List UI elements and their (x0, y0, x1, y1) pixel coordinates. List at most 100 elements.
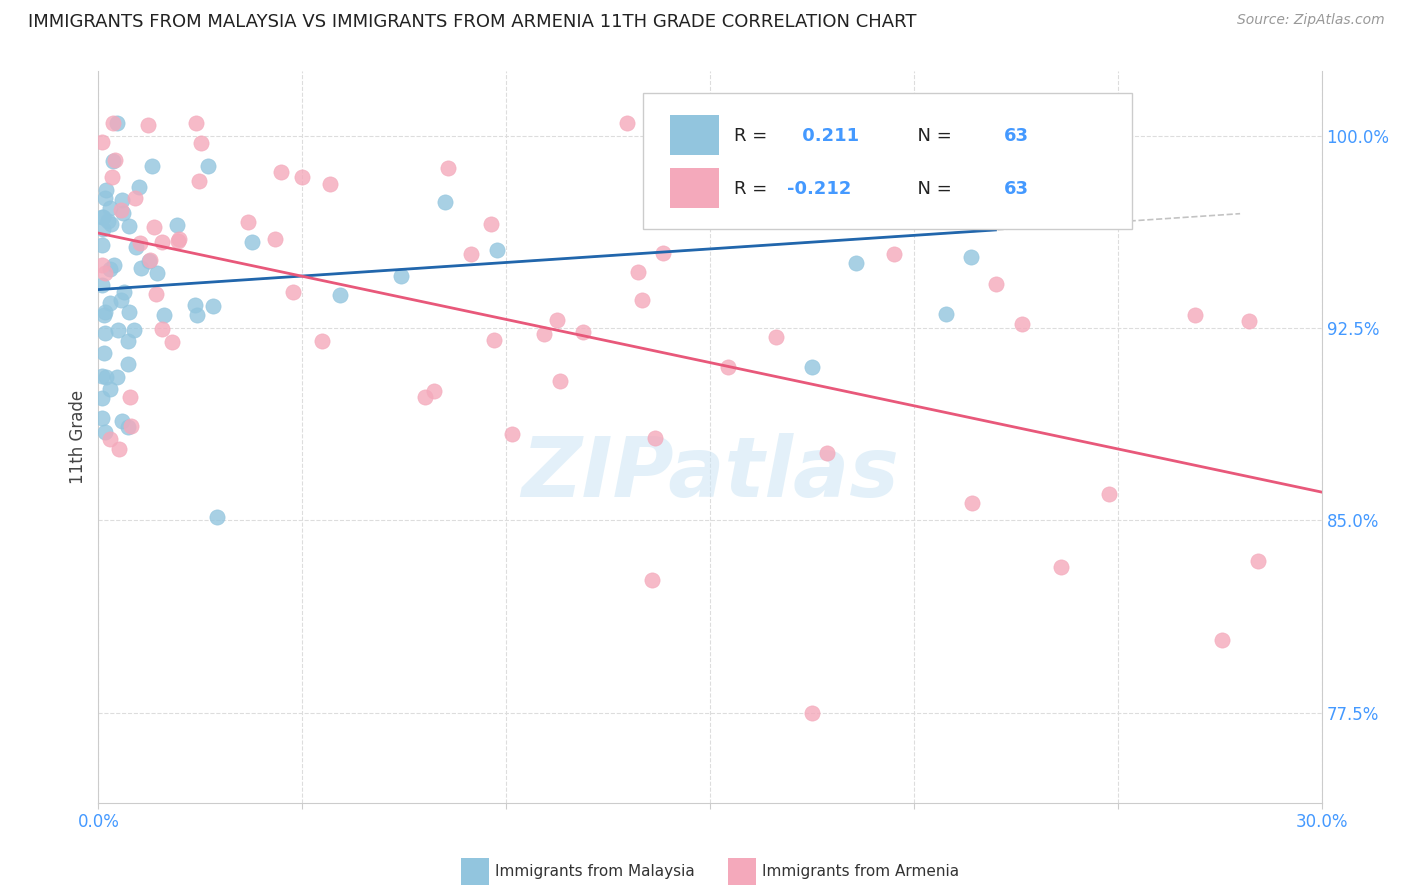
Point (197, 159, 219, 173)
Point (129, 235, 152, 250)
Point (1011, 317, 1033, 331)
Point (150, 235, 173, 249)
Point (162, 334, 184, 349)
Point (91, 410, 114, 425)
Point (138, 253, 160, 268)
Point (103, 153, 125, 168)
Point (150, 322, 173, 336)
Point (167, 232, 190, 246)
Text: 0.211: 0.211 (796, 127, 859, 145)
Point (533, 326, 555, 341)
Point (111, 414, 134, 428)
Point (263, 232, 285, 246)
Point (110, 202, 132, 217)
Point (935, 308, 957, 322)
Point (190, 136, 212, 150)
Point (122, 323, 145, 337)
Point (188, 174, 211, 188)
Point (91, 237, 114, 252)
Point (281, 285, 304, 299)
Point (319, 177, 342, 191)
Point (91, 277, 114, 292)
Point (413, 390, 436, 404)
Point (641, 574, 664, 588)
Text: Source: ZipAtlas.com: Source: ZipAtlas.com (1237, 13, 1385, 28)
Point (1097, 487, 1119, 501)
Point (91, 210, 114, 224)
Point (898, 116, 921, 130)
Point (103, 258, 125, 272)
Text: 63: 63 (1004, 180, 1029, 198)
Point (166, 218, 188, 232)
Point (93, 308, 115, 322)
Text: ZIPatlas: ZIPatlas (522, 434, 898, 514)
Point (186, 308, 208, 322)
Point (111, 205, 134, 219)
Point (205, 510, 228, 524)
Point (93, 345, 115, 359)
Point (108, 442, 131, 457)
Point (423, 384, 446, 399)
Point (136, 118, 159, 132)
Point (118, 219, 141, 233)
Point (120, 419, 142, 434)
Point (627, 265, 650, 279)
Y-axis label: 11th Grade: 11th Grade (69, 390, 87, 484)
Point (651, 245, 673, 260)
Text: Immigrants from Malaysia: Immigrants from Malaysia (495, 864, 695, 879)
Point (125, 239, 148, 253)
Point (143, 220, 166, 235)
Point (546, 312, 568, 326)
Bar (669, 168, 718, 208)
Point (117, 357, 139, 371)
Point (100, 217, 122, 231)
Point (240, 235, 263, 250)
Point (479, 217, 502, 231)
Point (93, 266, 115, 280)
Point (389, 268, 412, 283)
Point (1211, 633, 1233, 648)
Point (101, 170, 124, 185)
Point (845, 256, 868, 270)
Point (167, 235, 190, 249)
Point (91, 210, 114, 224)
Point (717, 359, 740, 374)
Point (616, 116, 638, 130)
Point (105, 116, 128, 130)
Point (434, 195, 457, 210)
Point (644, 431, 666, 445)
Point (1050, 559, 1073, 574)
Point (201, 299, 224, 313)
Point (138, 254, 160, 268)
Point (98, 202, 121, 216)
Point (765, 330, 787, 344)
Point (815, 446, 838, 460)
Point (107, 323, 129, 337)
Point (801, 706, 824, 720)
Point (97, 214, 120, 228)
Text: N =: N = (905, 180, 957, 198)
Point (485, 243, 508, 257)
Point (91, 369, 114, 384)
Point (94, 305, 117, 319)
Point (630, 293, 652, 307)
Text: 63: 63 (1004, 127, 1029, 145)
Point (291, 169, 314, 184)
Point (105, 370, 128, 384)
Point (141, 159, 163, 173)
Point (1184, 308, 1206, 322)
Point (110, 293, 132, 307)
Point (145, 266, 167, 280)
Point (98, 295, 121, 310)
Point (460, 247, 482, 261)
Point (657, 182, 679, 196)
Point (94, 184, 117, 198)
Point (101, 116, 124, 130)
Point (184, 116, 207, 130)
Point (962, 496, 984, 510)
Point (98, 382, 121, 396)
Point (801, 359, 824, 374)
Text: Immigrants from Armenia: Immigrants from Armenia (762, 864, 959, 879)
Point (153, 308, 176, 322)
Point (270, 164, 292, 178)
